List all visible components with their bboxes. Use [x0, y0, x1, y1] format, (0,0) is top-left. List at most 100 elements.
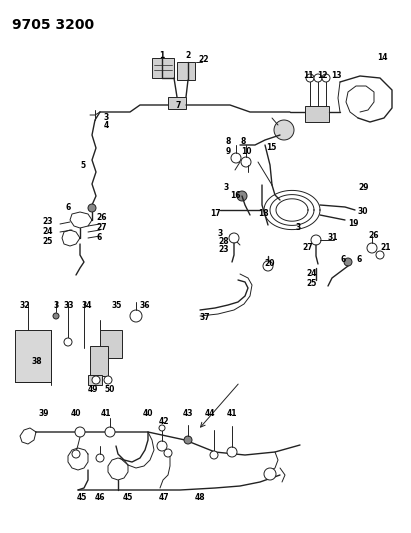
- Circle shape: [159, 425, 165, 431]
- Text: 41: 41: [101, 409, 111, 418]
- Circle shape: [227, 447, 237, 457]
- Text: 3: 3: [104, 114, 109, 123]
- Text: 12: 12: [317, 70, 327, 79]
- Text: 3: 3: [218, 230, 223, 238]
- Circle shape: [53, 313, 59, 319]
- Text: 25: 25: [42, 238, 52, 246]
- Text: 43: 43: [183, 409, 193, 418]
- Text: 5: 5: [80, 160, 85, 169]
- Text: 46: 46: [95, 494, 105, 503]
- Text: 28: 28: [218, 238, 229, 246]
- Circle shape: [274, 120, 294, 140]
- Text: 6: 6: [96, 233, 101, 243]
- Text: 2: 2: [185, 51, 191, 60]
- Text: 30: 30: [358, 207, 369, 216]
- Circle shape: [130, 310, 142, 322]
- Text: 22: 22: [198, 55, 208, 64]
- Bar: [90, 346, 108, 376]
- Text: 17: 17: [210, 209, 221, 219]
- Text: 3: 3: [54, 302, 59, 311]
- Text: 11: 11: [303, 70, 313, 79]
- Text: 45: 45: [123, 494, 133, 503]
- Circle shape: [314, 74, 322, 82]
- Text: 18: 18: [258, 209, 269, 219]
- Circle shape: [376, 251, 384, 259]
- Text: 33: 33: [64, 302, 74, 311]
- Text: 9: 9: [225, 148, 231, 157]
- Circle shape: [210, 451, 218, 459]
- Text: 20: 20: [264, 260, 275, 269]
- Circle shape: [104, 376, 112, 384]
- Text: 24: 24: [306, 270, 316, 279]
- Text: 24: 24: [42, 228, 53, 237]
- Circle shape: [75, 427, 85, 437]
- Circle shape: [237, 191, 247, 201]
- Text: 26: 26: [368, 231, 379, 240]
- Text: 39: 39: [39, 409, 49, 418]
- Circle shape: [264, 468, 276, 480]
- Bar: [15, 330, 51, 382]
- Text: 41: 41: [227, 409, 237, 418]
- Circle shape: [322, 74, 330, 82]
- Circle shape: [96, 454, 104, 462]
- Circle shape: [311, 235, 321, 245]
- Circle shape: [157, 441, 167, 451]
- Text: 36: 36: [140, 302, 150, 311]
- Text: 45: 45: [77, 494, 87, 503]
- Circle shape: [306, 74, 314, 82]
- Text: 35: 35: [112, 302, 122, 311]
- Text: 42: 42: [159, 417, 169, 426]
- Text: 8: 8: [225, 138, 231, 147]
- Circle shape: [344, 258, 352, 266]
- Text: 37: 37: [200, 313, 210, 322]
- Circle shape: [88, 204, 96, 212]
- Text: 10: 10: [241, 148, 251, 157]
- Text: 38: 38: [32, 358, 43, 367]
- Text: 48: 48: [195, 494, 206, 503]
- Text: 19: 19: [348, 220, 358, 229]
- Text: 6: 6: [340, 255, 345, 264]
- Text: 25: 25: [306, 279, 316, 288]
- Text: 40: 40: [143, 409, 153, 418]
- Circle shape: [229, 233, 239, 243]
- Circle shape: [263, 261, 273, 271]
- Text: 9705 3200: 9705 3200: [12, 18, 94, 32]
- Text: 29: 29: [358, 183, 369, 192]
- Text: 50: 50: [104, 385, 114, 394]
- Circle shape: [92, 376, 100, 384]
- Text: 34: 34: [82, 302, 92, 311]
- Circle shape: [164, 449, 172, 457]
- Text: 6: 6: [356, 255, 361, 264]
- Bar: [305, 106, 329, 122]
- Bar: [168, 97, 186, 109]
- Text: 16: 16: [230, 191, 240, 200]
- Circle shape: [367, 243, 377, 253]
- Circle shape: [241, 157, 251, 167]
- Text: 27: 27: [96, 223, 106, 232]
- Circle shape: [24, 346, 32, 354]
- Circle shape: [184, 436, 192, 444]
- Circle shape: [72, 450, 80, 458]
- Text: 49: 49: [88, 385, 99, 394]
- Text: 1: 1: [159, 51, 165, 60]
- Bar: [152, 58, 174, 78]
- Text: 8: 8: [240, 138, 246, 147]
- Text: 47: 47: [159, 494, 169, 503]
- Text: 7: 7: [175, 101, 181, 109]
- Bar: [100, 330, 122, 358]
- Text: 32: 32: [20, 302, 30, 311]
- Text: 40: 40: [71, 409, 81, 418]
- Bar: [177, 62, 195, 80]
- Text: 23: 23: [218, 246, 229, 254]
- Circle shape: [64, 338, 72, 346]
- Circle shape: [105, 427, 115, 437]
- Text: 26: 26: [96, 214, 106, 222]
- Text: 15: 15: [266, 143, 276, 152]
- Text: 14: 14: [377, 53, 388, 62]
- Circle shape: [231, 153, 241, 163]
- Text: 27: 27: [302, 244, 313, 253]
- Text: 21: 21: [380, 244, 390, 253]
- Text: 4: 4: [104, 122, 109, 131]
- Text: 6: 6: [65, 204, 70, 213]
- Bar: [88, 375, 102, 385]
